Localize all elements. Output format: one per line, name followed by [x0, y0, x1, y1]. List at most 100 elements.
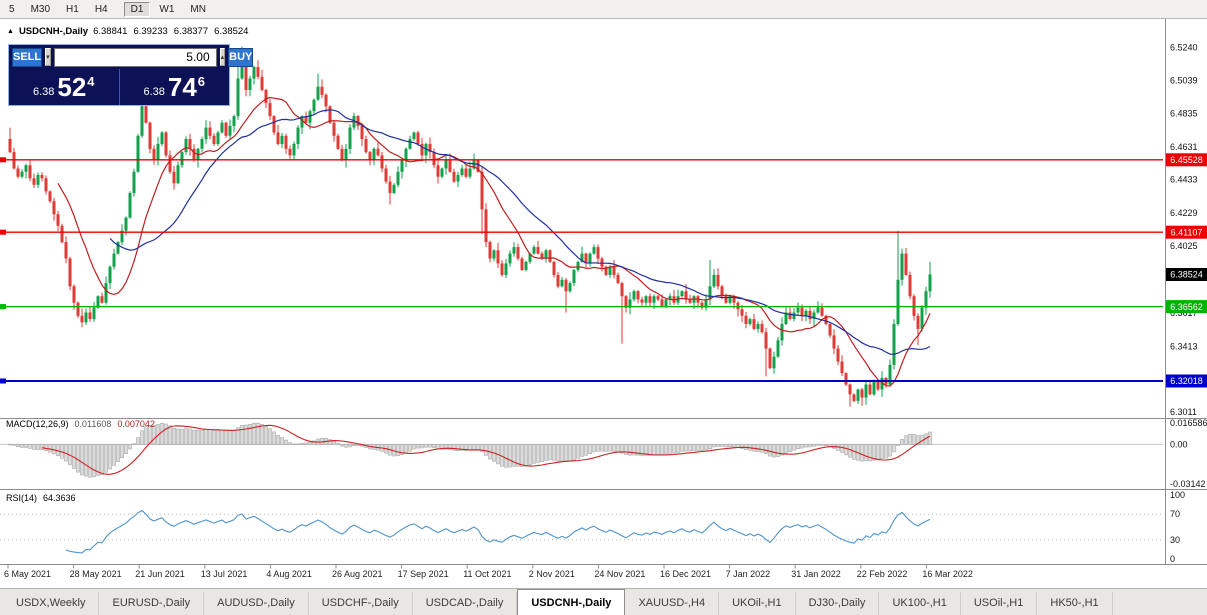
svg-text:6.4433: 6.4433 — [1170, 174, 1198, 184]
rsi-name: RSI(14) — [6, 493, 38, 503]
sell-price-small: 6.38 — [32, 85, 55, 98]
buy-price-big: 74 — [167, 72, 197, 102]
svg-text:-0.03142: -0.03142 — [1170, 479, 1206, 489]
buy-price[interactable]: 6.38 74 6 — [118, 69, 230, 105]
tab-xauusd-h4[interactable]: XAUUSD-,H4 — [625, 592, 720, 615]
sell-price-sup: 4 — [87, 74, 95, 89]
ohlc-readout: 6.38841 6.39233 6.38377 6.38524 — [93, 26, 248, 37]
level-lines — [0, 157, 1163, 384]
timeframe-button-m30[interactable]: M30 — [24, 2, 57, 17]
macd-signal-curve — [41, 424, 931, 475]
svg-text:30: 30 — [1170, 535, 1180, 545]
ohlc-open: 6.38841 — [93, 26, 128, 37]
timeframe-button-d1[interactable]: D1 — [123, 1, 151, 17]
macd-name: MACD(12,26,9) — [6, 419, 69, 429]
buy-button[interactable]: BUY — [228, 47, 254, 67]
ohlc-close: 6.38524 — [214, 26, 249, 37]
ohlc-high: 6.39233 — [133, 26, 168, 37]
sell-price-big: 52 — [57, 72, 87, 102]
svg-text:31 Jan 2022: 31 Jan 2022 — [791, 569, 841, 579]
timeframe-button-h1[interactable]: H1 — [59, 2, 86, 17]
price-chart-canvas[interactable]: 6.5240 6.5039 6.4835 6.4631 6.4433 6.4229 6.40… — [0, 19, 1207, 588]
chart-collapse-icon[interactable]: ▲ — [7, 28, 14, 35]
svg-text:6.45528: 6.45528 — [1170, 155, 1203, 165]
svg-text:6 May 2021: 6 May 2021 — [4, 569, 51, 579]
svg-text:17 Sep 2021: 17 Sep 2021 — [398, 569, 449, 579]
svg-text:70: 70 — [1170, 509, 1180, 519]
one-click-trading-panel: SELL ▾ ▴ BUY 6.38 52 4 6.38 74 6 — [8, 44, 254, 106]
tab-usdchf-daily[interactable]: USDCHF-,Daily — [309, 592, 413, 615]
tab-audusd-daily[interactable]: AUDUSD-,Daily — [204, 592, 309, 615]
svg-text:13 Jul 2021: 13 Jul 2021 — [201, 569, 248, 579]
svg-text:28 May 2021: 28 May 2021 — [70, 569, 122, 579]
buy-price-sup: 6 — [197, 74, 206, 89]
svg-text:16 Mar 2022: 16 Mar 2022 — [922, 569, 973, 579]
sell-price[interactable]: 6.38 52 4 — [9, 69, 119, 105]
timeframe-button-h4[interactable]: H4 — [88, 2, 115, 17]
rsi-label: RSI(14) 64.3636 — [6, 493, 76, 503]
svg-text:2 Nov 2021: 2 Nov 2021 — [529, 569, 575, 579]
svg-text:24 Nov 2021: 24 Nov 2021 — [594, 569, 645, 579]
tab-uk100-h1[interactable]: UK100-,H1 — [879, 592, 961, 615]
svg-text:21 Jun 2021: 21 Jun 2021 — [135, 569, 185, 579]
tab-dj30-daily[interactable]: DJ30-,Daily — [796, 592, 880, 615]
svg-text:6.41107: 6.41107 — [1171, 227, 1203, 237]
ma-slow-line — [109, 109, 931, 355]
macd-signal-value: 0.007042 — [117, 419, 155, 429]
svg-text:6.4025: 6.4025 — [1170, 241, 1198, 251]
timeframe-button-w1[interactable]: W1 — [152, 2, 181, 17]
svg-text:0.00: 0.00 — [1170, 439, 1188, 449]
svg-text:22 Feb 2022: 22 Feb 2022 — [857, 569, 908, 579]
svg-text:6.3413: 6.3413 — [1170, 341, 1198, 351]
svg-text:6.3011: 6.3011 — [1170, 407, 1197, 417]
tab-usdcad-daily[interactable]: USDCAD-,Daily — [413, 592, 518, 615]
sell-button[interactable]: SELL — [12, 47, 43, 67]
svg-text:0.016586: 0.016586 — [1170, 418, 1207, 428]
tab-usdcnh-daily[interactable]: USDCNH-,Daily — [517, 589, 626, 615]
ohlc-low: 6.38377 — [173, 26, 209, 37]
svg-text:6.4229: 6.4229 — [1170, 208, 1198, 218]
chart-title: ▲ USDCNH-,Daily 6.38841 6.39233 6.38377 … — [7, 26, 248, 37]
svg-text:7 Jan 2022: 7 Jan 2022 — [726, 569, 771, 579]
trade-controls-row: SELL ▾ ▴ BUY — [9, 45, 254, 69]
tab-hk50-h1[interactable]: HK50-,H1 — [1037, 592, 1113, 615]
rsi-axis-labels: 100 70 30 0 — [1170, 490, 1185, 564]
tab-usoil-h1[interactable]: USOil-,H1 — [961, 592, 1038, 615]
tab-ukoil-h1[interactable]: UKOil-,H1 — [719, 592, 796, 615]
svg-text:4 Aug 2021: 4 Aug 2021 — [266, 569, 312, 579]
rsi-value: 64.3636 — [43, 493, 76, 503]
volume-up-button[interactable]: ▴ — [219, 48, 226, 66]
rsi-curve — [65, 509, 931, 554]
svg-text:0: 0 — [1170, 554, 1175, 564]
price-badges: 6.45528 6.41107 6.36562 6.32018 6.38524 — [1166, 153, 1207, 388]
tab-eurusd-daily[interactable]: EURUSD-,Daily — [99, 592, 205, 615]
chart-symbol-period: USDCNH-,Daily — [18, 26, 89, 37]
buy-price-small: 6.38 — [143, 85, 165, 98]
svg-text:26 Aug 2021: 26 Aug 2021 — [332, 569, 383, 579]
svg-text:100: 100 — [1170, 490, 1185, 500]
macd-axis-labels: 0.016586 0.00 -0.03142 — [1170, 418, 1207, 489]
trade-prices-row: 6.38 52 4 6.38 74 6 — [9, 69, 229, 105]
tab-usdx-weekly[interactable]: USDX,Weekly — [3, 592, 100, 615]
svg-text:6.4631: 6.4631 — [1170, 142, 1198, 152]
volume-input[interactable] — [53, 47, 217, 67]
svg-text:6.5240: 6.5240 — [1170, 42, 1198, 52]
macd-main-value: 0.011608 — [74, 419, 112, 429]
rsi-levels — [0, 513, 1163, 541]
svg-text:6.32018: 6.32018 — [1170, 376, 1203, 386]
timeframe-toolbar: 5 M30 H1 H4 D1 W1 MN — [0, 0, 1207, 19]
chart-tab-bar: USDX,Weekly EURUSD-,Daily AUDUSD-,Daily USD… — [0, 588, 1207, 615]
date-axis: 6 May 2021 28 May 2021 21 Jun 2021 13 Jul 2… — [4, 564, 973, 579]
macd-label: MACD(12,26,9) 0.011608 0.007042 — [6, 419, 155, 429]
timeframe-button-5[interactable]: 5 — [2, 2, 22, 17]
panel-separators — [0, 19, 1207, 565]
macd-histogram — [8, 422, 932, 478]
timeframe-button-mn[interactable]: MN — [183, 2, 213, 17]
svg-text:6.36562: 6.36562 — [1170, 302, 1203, 312]
svg-text:6.38524: 6.38524 — [1170, 270, 1203, 280]
svg-text:16 Dec 2021: 16 Dec 2021 — [660, 569, 711, 579]
svg-text:6.5039: 6.5039 — [1170, 75, 1198, 85]
candles — [8, 46, 932, 407]
volume-down-button[interactable]: ▾ — [45, 48, 51, 66]
